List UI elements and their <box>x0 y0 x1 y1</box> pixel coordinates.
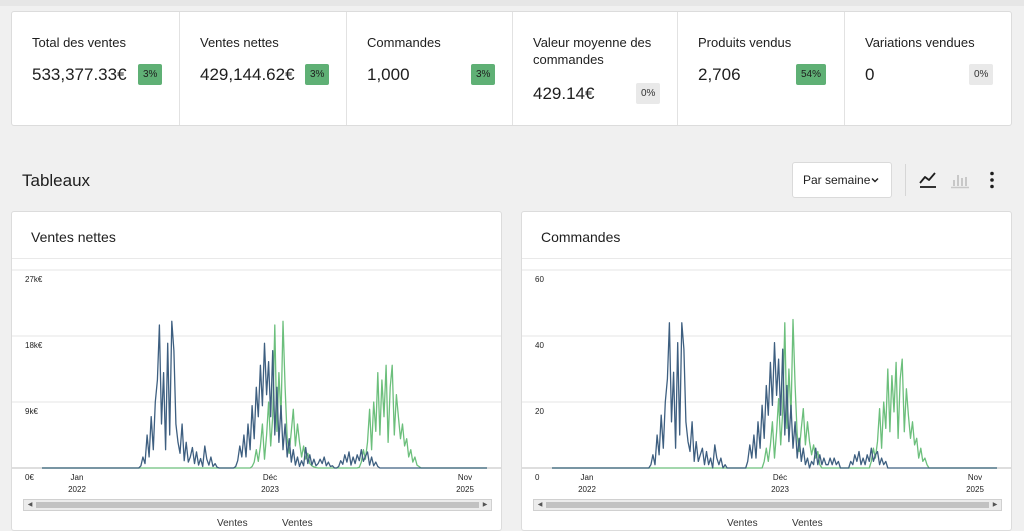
kpi-value: 533,377.33€ <box>32 65 127 84</box>
chart-title: Ventes nettes <box>31 229 116 245</box>
legend-item-previous[interactable]: Ventes <box>792 518 823 529</box>
orders-chart: 0 20 40 60 Jan 2022 Déc 2023 Nov 2025 <box>522 269 1011 494</box>
toolbar-divider <box>905 164 906 196</box>
net-sales-chart: 0€ 9k€ 18k€ 27k€ Jan 2022 Déc 2023 Nov 2025 <box>12 269 501 494</box>
chart-scrollbar[interactable]: ◀ ▶ <box>533 499 1002 511</box>
legend-item-current[interactable]: Ventes <box>727 518 758 529</box>
kpi-value: 429.14€ <box>533 84 595 103</box>
y-tick-label: 40 <box>535 341 544 350</box>
series-line-previous <box>552 322 997 469</box>
section-title: Tableaux <box>22 171 91 190</box>
x-tick-year: 2022 <box>68 485 86 494</box>
delta-badge: 0% <box>969 64 994 85</box>
x-tick-label: Déc <box>773 473 787 482</box>
interval-select-value: Par semaine <box>803 173 871 187</box>
card-divider <box>522 258 1011 259</box>
kpi-label: Commandes <box>367 35 441 50</box>
scroll-right-arrow[interactable]: ▶ <box>992 502 998 508</box>
legend-item-current[interactable]: Ventes <box>217 518 248 529</box>
y-tick-label: 0 <box>535 473 540 482</box>
y-tick-label: 18k€ <box>25 341 43 350</box>
kpi-value: 1,000 <box>367 65 410 84</box>
chevron-down-icon <box>871 178 879 183</box>
x-tick-label: Nov <box>968 473 982 482</box>
x-tick-label: Jan <box>581 473 594 482</box>
y-tick-label: 60 <box>535 275 544 284</box>
chart-card-orders: Commandes 0 20 40 60 Jan 2022 Déc 2023 Nov 2025 ◀… <box>521 211 1012 531</box>
kpi-value: 429,144.62€ <box>200 65 295 84</box>
x-tick-label: Déc <box>263 473 277 482</box>
chart-title: Commandes <box>541 229 621 245</box>
kpi-variations-sold[interactable]: Variations vendues 0 0% <box>845 12 1011 125</box>
kpi-average-order-value[interactable]: Valeur moyenne des commandes 429.14€ 0% <box>513 12 678 125</box>
kpi-label: Variations vendues <box>865 35 975 50</box>
series-line-current <box>552 318 997 469</box>
top-strip <box>0 0 1024 6</box>
kpi-products-sold[interactable]: Produits vendus 2,706 54% <box>678 12 845 125</box>
kpi-value: 0 <box>865 65 875 84</box>
scroll-left-arrow[interactable]: ◀ <box>27 502 33 508</box>
x-tick-year: 2025 <box>456 485 474 494</box>
delta-badge: 3% <box>305 64 330 85</box>
x-tick-year: 2022 <box>578 485 596 494</box>
y-tick-label: 27k€ <box>25 275 43 284</box>
delta-badge: 54% <box>796 64 827 85</box>
scrollbar-thumb[interactable] <box>36 502 479 508</box>
bar-chart-icon[interactable] <box>948 168 972 192</box>
x-tick-year: 2023 <box>771 485 789 494</box>
interval-select[interactable]: Par semaine <box>792 162 892 198</box>
scroll-left-arrow[interactable]: ◀ <box>537 502 543 508</box>
x-tick-label: Nov <box>458 473 472 482</box>
kpi-net-sales[interactable]: Ventes nettes 429,144.62€ 3% <box>180 12 347 125</box>
chart-card-net-sales: Ventes nettes 0€ 9k€ 18k€ 27k€ Jan 2022 Déc 202… <box>11 211 502 531</box>
line-chart-icon[interactable] <box>916 168 940 192</box>
y-tick-label: 9k€ <box>25 407 38 416</box>
kpi-value: 2,706 <box>698 65 741 84</box>
kpi-label: Total des ventes <box>32 35 126 50</box>
x-tick-year: 2023 <box>261 485 279 494</box>
delta-badge: 0% <box>636 83 661 104</box>
scroll-right-arrow[interactable]: ▶ <box>482 502 488 508</box>
kpi-total-sales[interactable]: Total des ventes 533,377.33€ 3% <box>12 12 180 125</box>
kpi-label: Ventes nettes <box>200 35 279 50</box>
x-tick-label: Jan <box>71 473 84 482</box>
delta-badge: 3% <box>138 64 163 85</box>
summary-numbers: Total des ventes 533,377.33€ 3% Ventes n… <box>11 11 1012 126</box>
kpi-orders[interactable]: Commandes 1,000 3% <box>347 12 513 125</box>
x-tick-year: 2025 <box>966 485 984 494</box>
kpi-label: Produits vendus <box>698 35 792 50</box>
y-tick-label: 0€ <box>25 473 34 482</box>
y-tick-label: 20 <box>535 407 544 416</box>
legend-item-previous[interactable]: Ventes <box>282 518 313 529</box>
more-vertical-icon[interactable] <box>980 168 1004 192</box>
kpi-label: Valeur moyenne des commandes <box>533 35 652 67</box>
delta-badge: 3% <box>471 64 496 85</box>
scrollbar-thumb[interactable] <box>546 502 989 508</box>
card-divider <box>12 258 501 259</box>
series-line-previous <box>42 320 487 469</box>
chart-scrollbar[interactable]: ◀ ▶ <box>23 499 492 511</box>
